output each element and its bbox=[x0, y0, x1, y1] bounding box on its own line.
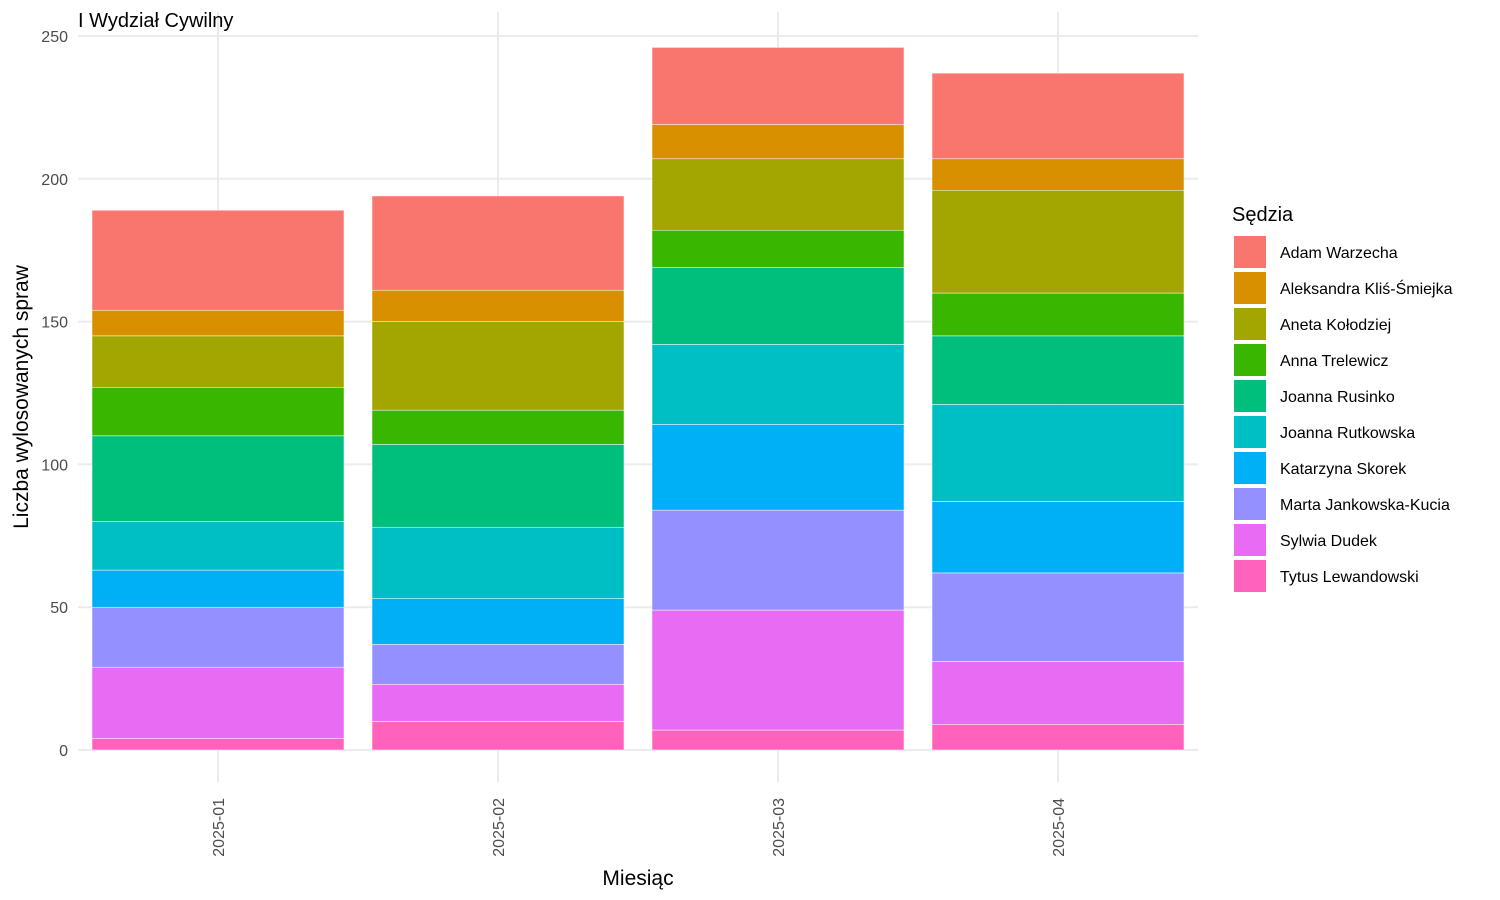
legend-item[interactable]: Marta Jankowska-Kucia bbox=[1234, 488, 1450, 520]
legend-label: Aleksandra Kliś-Śmiejka bbox=[1280, 279, 1453, 298]
bar-segment[interactable]: Joanna Rutkowska — 2025-01: 17 bbox=[91, 521, 345, 571]
y-tick-label: 150 bbox=[41, 315, 68, 332]
legend-label: Aneta Kołodziej bbox=[1280, 317, 1391, 334]
legend-swatch bbox=[1234, 452, 1266, 484]
bar-segment[interactable]: Adam Warzecha — 2025-02: 33 bbox=[371, 195, 625, 291]
x-tick-label: 2025-03 bbox=[771, 798, 788, 857]
bar-segment[interactable]: Katarzyna Skorek — 2025-04: 25 bbox=[931, 501, 1185, 574]
legend-item[interactable]: Joanna Rusinko bbox=[1234, 380, 1395, 412]
legend-label: Joanna Rusinko bbox=[1280, 389, 1395, 406]
legend-item[interactable]: Katarzyna Skorek bbox=[1234, 452, 1407, 484]
bar-segment[interactable]: Aleksandra Kliś-Śmiejka — 2025-01: 9 bbox=[91, 309, 345, 337]
legend-label: Adam Warzecha bbox=[1280, 245, 1398, 262]
bar-segment[interactable]: Joanna Rusinko — 2025-03: 27 bbox=[651, 267, 905, 345]
bar-stacks: Tytus Lewandowski — 2025-01: 4Sylwia Dud… bbox=[91, 47, 1185, 751]
chart-title: I Wydział Cywilny bbox=[78, 10, 233, 32]
legend: Sędzia Adam Warzecha Aleksandra Kliś-Śmie… bbox=[1232, 204, 1453, 592]
legend-swatch bbox=[1234, 308, 1266, 340]
bar-segment[interactable]: Joanna Rusinko — 2025-02: 29 bbox=[371, 444, 625, 528]
bar-stack-2025-03: Tytus Lewandowski — 2025-03: 7Sylwia Dud… bbox=[651, 47, 905, 751]
bar-segment[interactable]: Sylwia Dudek — 2025-04: 22 bbox=[931, 661, 1185, 725]
x-axis-ticks: 2025-01 2025-02 2025-03 2025-04 bbox=[211, 798, 1068, 857]
bar-segment[interactable]: Marta Jankowska-Kucia — 2025-02: 14 bbox=[371, 644, 625, 685]
legend-item[interactable]: Aleksandra Kliś-Śmiejka bbox=[1234, 272, 1453, 304]
legend-item[interactable]: Adam Warzecha bbox=[1234, 236, 1398, 268]
legend-item[interactable]: Aneta Kołodziej bbox=[1234, 308, 1391, 340]
bar-segment[interactable]: Aneta Kołodziej — 2025-02: 31 bbox=[371, 321, 625, 411]
legend-label: Marta Jankowska-Kucia bbox=[1280, 497, 1450, 514]
legend-label: Tytus Lewandowski bbox=[1280, 569, 1419, 586]
x-axis-title: Miesiąc bbox=[602, 867, 673, 890]
legend-label: Katarzyna Skorek bbox=[1280, 461, 1407, 478]
bar-segment[interactable]: Tytus Lewandowski — 2025-02: 10 bbox=[371, 721, 625, 751]
legend-swatch bbox=[1234, 272, 1266, 304]
bar-segment[interactable]: Tytus Lewandowski — 2025-01: 4 bbox=[91, 738, 345, 751]
bar-segment[interactable]: Marta Jankowska-Kucia — 2025-01: 21 bbox=[91, 606, 345, 668]
legend-swatch bbox=[1234, 416, 1266, 448]
legend-item[interactable]: Anna Trelewicz bbox=[1234, 344, 1389, 376]
bar-segment[interactable]: Sylwia Dudek — 2025-02: 13 bbox=[371, 684, 625, 722]
y-tick-label: 200 bbox=[41, 172, 68, 189]
y-axis-title: Liczba wylosowanych spraw bbox=[10, 264, 33, 529]
y-axis-ticks: 0 50 100 150 200 250 bbox=[41, 29, 68, 760]
bar-segment[interactable]: Adam Warzecha — 2025-04: 30 bbox=[931, 72, 1185, 160]
bar-segment[interactable]: Aneta Kołodziej — 2025-01: 18 bbox=[91, 335, 345, 388]
legend-label: Anna Trelewicz bbox=[1280, 353, 1389, 370]
bar-stack-2025-02: Tytus Lewandowski — 2025-02: 10Sylwia Du… bbox=[371, 195, 625, 751]
bar-segment[interactable]: Aneta Kołodziej — 2025-03: 25 bbox=[651, 158, 905, 231]
bar-segment[interactable]: Katarzyna Skorek — 2025-02: 16 bbox=[371, 598, 625, 645]
bar-segment[interactable]: Tytus Lewandowski — 2025-03: 7 bbox=[651, 729, 905, 751]
x-tick-label: 2025-01 bbox=[211, 798, 228, 857]
bar-segment[interactable]: Aneta Kołodziej — 2025-04: 36 bbox=[931, 189, 1185, 294]
bar-segment[interactable]: Anna Trelewicz — 2025-01: 17 bbox=[91, 387, 345, 437]
bar-segment[interactable]: Anna Trelewicz — 2025-02: 12 bbox=[371, 409, 625, 445]
y-tick-label: 50 bbox=[50, 600, 68, 617]
bar-segment[interactable]: Joanna Rutkowska — 2025-03: 28 bbox=[651, 344, 905, 425]
bar-segment[interactable]: Adam Warzecha — 2025-03: 27 bbox=[651, 47, 905, 125]
bar-stack-2025-04: Tytus Lewandowski — 2025-04: 9Sylwia Dud… bbox=[931, 72, 1185, 751]
x-tick-label: 2025-04 bbox=[1051, 798, 1068, 857]
bar-segment[interactable]: Joanna Rusinko — 2025-01: 30 bbox=[91, 435, 345, 522]
legend-label: Joanna Rutkowska bbox=[1280, 425, 1415, 442]
bar-segment[interactable]: Joanna Rutkowska — 2025-02: 25 bbox=[371, 526, 625, 599]
legend-label: Sylwia Dudek bbox=[1280, 533, 1378, 550]
legend-item[interactable]: Joanna Rutkowska bbox=[1234, 416, 1415, 448]
bar-segment[interactable]: Aleksandra Kliś-Śmiejka — 2025-04: 11 bbox=[931, 158, 1185, 191]
legend-title: Sędzia bbox=[1232, 204, 1294, 226]
bar-segment[interactable]: Joanna Rusinko — 2025-04: 24 bbox=[931, 335, 1185, 405]
bar-segment[interactable]: Adam Warzecha — 2025-01: 35 bbox=[91, 209, 345, 311]
y-tick-label: 250 bbox=[41, 29, 68, 46]
legend-swatch bbox=[1234, 236, 1266, 268]
legend-swatch bbox=[1234, 488, 1266, 520]
x-tick-label: 2025-02 bbox=[491, 798, 508, 857]
y-tick-label: 0 bbox=[59, 743, 68, 760]
bar-segment[interactable]: Anna Trelewicz — 2025-03: 13 bbox=[651, 229, 905, 268]
bar-segment[interactable]: Marta Jankowska-Kucia — 2025-04: 31 bbox=[931, 572, 1185, 662]
bar-segment[interactable]: Tytus Lewandowski — 2025-04: 9 bbox=[931, 724, 1185, 751]
legend-swatch bbox=[1234, 380, 1266, 412]
bar-segment[interactable]: Marta Jankowska-Kucia — 2025-03: 35 bbox=[651, 509, 905, 611]
bar-segment[interactable]: Anna Trelewicz — 2025-04: 15 bbox=[931, 292, 1185, 337]
legend-item[interactable]: Tytus Lewandowski bbox=[1234, 560, 1419, 592]
legend-swatch bbox=[1234, 344, 1266, 376]
legend-swatch bbox=[1234, 560, 1266, 592]
bar-segment[interactable]: Sylwia Dudek — 2025-03: 42 bbox=[651, 609, 905, 731]
bar-segment[interactable]: Katarzyna Skorek — 2025-03: 30 bbox=[651, 424, 905, 511]
y-tick-label: 100 bbox=[41, 457, 68, 474]
legend-swatch bbox=[1234, 524, 1266, 556]
bar-segment[interactable]: Joanna Rutkowska — 2025-04: 34 bbox=[931, 404, 1185, 502]
bar-segment[interactable]: Sylwia Dudek — 2025-01: 25 bbox=[91, 666, 345, 739]
bar-segment[interactable]: Aleksandra Kliś-Śmiejka — 2025-02: 11 bbox=[371, 289, 625, 322]
legend-item[interactable]: Sylwia Dudek bbox=[1234, 524, 1378, 556]
bar-segment[interactable]: Katarzyna Skorek — 2025-01: 13 bbox=[91, 569, 345, 608]
bar-stack-2025-01: Tytus Lewandowski — 2025-01: 4Sylwia Dud… bbox=[91, 209, 345, 751]
bar-segment[interactable]: Aleksandra Kliś-Śmiejka — 2025-03: 12 bbox=[651, 124, 905, 160]
